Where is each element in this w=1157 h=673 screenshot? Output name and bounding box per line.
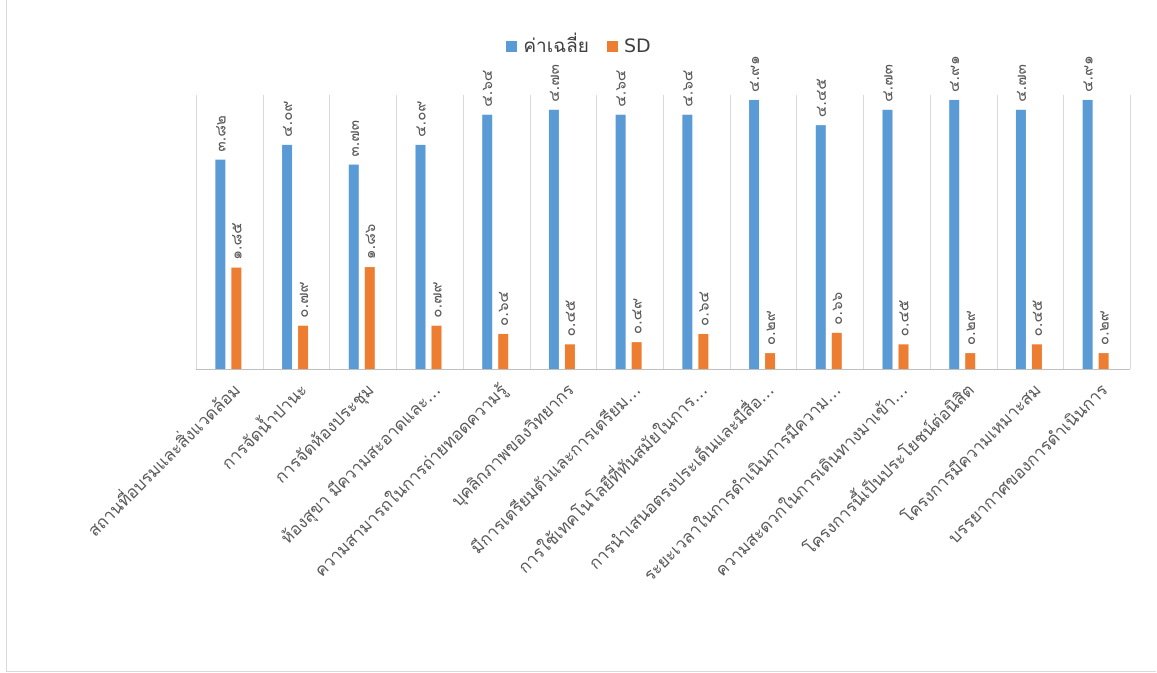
bar-mean bbox=[348, 164, 359, 369]
legend-item-sd: SD bbox=[606, 35, 651, 57]
bar-mean bbox=[415, 144, 426, 369]
x-tick-label: บุคลิกภาพของวิทยากร bbox=[448, 380, 579, 511]
bar-sd bbox=[631, 342, 642, 369]
data-label-mean: ๔.๙๑ bbox=[945, 55, 963, 92]
bar-mean bbox=[482, 114, 493, 369]
bar-sd bbox=[698, 333, 709, 369]
data-label-mean: ๔.๖๔ bbox=[612, 70, 630, 107]
bar-sd bbox=[1031, 344, 1042, 369]
bar-sd bbox=[965, 353, 976, 369]
data-label-mean: ๔.๖๔ bbox=[678, 70, 696, 107]
bar-sd bbox=[898, 344, 909, 369]
data-label-mean: ๔.๐๙ bbox=[412, 101, 430, 137]
data-label-sd: ๐.๖๔ bbox=[494, 291, 512, 326]
data-label-sd: ๐.๖๔ bbox=[694, 291, 712, 326]
data-label-mean: ๔.๖๔ bbox=[478, 70, 496, 107]
data-label-sd: ๐.๔๕ bbox=[561, 300, 579, 337]
bar-sd bbox=[831, 332, 842, 369]
data-label-mean: ๔.๐๙ bbox=[278, 101, 296, 137]
data-label-sd: ๐.๒๙ bbox=[761, 310, 779, 345]
bar-sd bbox=[298, 325, 309, 369]
legend-label-mean: ค่าเฉลี่ย bbox=[523, 35, 589, 57]
data-label-sd: ๐.๔๕ bbox=[1028, 300, 1046, 337]
bar-sd bbox=[498, 333, 509, 369]
legend-swatch-mean bbox=[506, 40, 518, 52]
data-label-sd: ๑.๘๕ bbox=[227, 222, 245, 259]
bar-mean bbox=[615, 114, 626, 369]
data-label-sd: ๐.๔๙ bbox=[628, 298, 646, 334]
legend-item-mean: ค่าเฉลี่ย bbox=[506, 31, 589, 61]
legend-label-sd: SD bbox=[623, 35, 651, 57]
legend-swatch-sd bbox=[606, 40, 618, 52]
bar-sd bbox=[364, 267, 375, 369]
data-label-sd: ๐.๖๖ bbox=[828, 292, 846, 325]
bar-mean bbox=[749, 99, 760, 369]
bar-sd bbox=[765, 353, 776, 369]
data-label-sd: ๐.๒๙ bbox=[961, 310, 979, 345]
bar-sd bbox=[564, 344, 575, 369]
data-label-mean: ๓.๘๒ bbox=[211, 115, 229, 151]
data-label-mean: ๔.๙๑ bbox=[745, 55, 763, 92]
x-tick-label: โครงการมีความเหมาะสม bbox=[897, 380, 1045, 528]
bar-mean bbox=[682, 114, 693, 369]
data-label-sd: ๐.๔๕ bbox=[895, 300, 913, 337]
bar-mean bbox=[815, 125, 826, 369]
bar-sd bbox=[1098, 353, 1109, 369]
data-label-sd: ๐.๗๙ bbox=[294, 282, 312, 318]
bar-mean bbox=[882, 109, 893, 370]
bar-mean bbox=[282, 144, 293, 369]
data-label-sd: ๑.๘๖ bbox=[361, 224, 379, 259]
bar-mean bbox=[548, 109, 559, 370]
bar-sd bbox=[231, 267, 242, 369]
bar-mean bbox=[1015, 109, 1026, 370]
data-label-sd: ๐.๒๙ bbox=[1095, 310, 1113, 345]
data-label-mean: ๓.๗๓ bbox=[345, 120, 363, 157]
bar-mean bbox=[215, 159, 226, 369]
chart-frame bbox=[6, 0, 1156, 672]
bar-mean bbox=[949, 99, 960, 369]
data-label-mean: ๔.๗๓ bbox=[1012, 64, 1030, 102]
data-label-mean: ๔.๔๕ bbox=[812, 78, 830, 117]
legend: ค่าเฉลี่ย SD bbox=[0, 31, 1157, 61]
bar-sd bbox=[431, 325, 442, 369]
data-label-mean: ๔.๙๑ bbox=[1079, 55, 1097, 92]
data-label-mean: ๔.๗๓ bbox=[545, 64, 563, 102]
data-label-mean: ๔.๗๓ bbox=[879, 64, 897, 102]
bar-mean bbox=[1082, 99, 1093, 369]
data-label-sd: ๐.๗๙ bbox=[428, 282, 446, 318]
